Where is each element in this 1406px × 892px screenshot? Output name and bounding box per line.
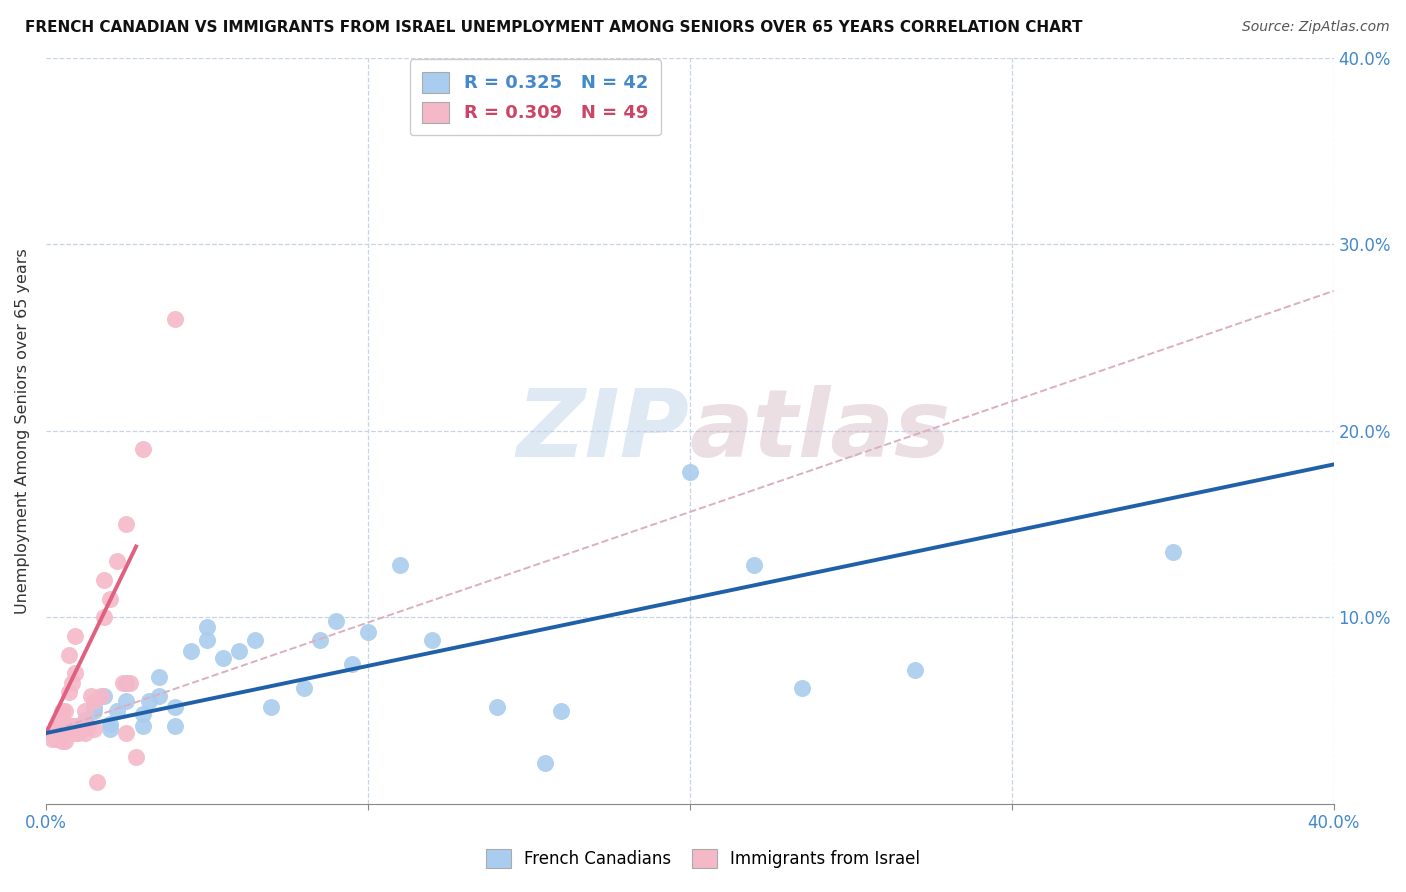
- Point: [148, 689, 170, 703]
- Point: [485, 700, 508, 714]
- Point: [51, 723, 73, 737]
- Text: ZIP: ZIP: [517, 384, 690, 477]
- Point: [73, 704, 96, 718]
- Point: [98, 591, 121, 606]
- Point: [58, 718, 80, 732]
- Point: [58, 685, 80, 699]
- Legend: R = 0.325   N = 42, R = 0.309   N = 49: R = 0.325 N = 42, R = 0.309 N = 49: [409, 59, 661, 136]
- Point: [41, 726, 63, 740]
- Point: [679, 465, 702, 479]
- Point: [148, 670, 170, 684]
- Point: [742, 558, 765, 573]
- Point: [93, 689, 115, 703]
- Point: [53, 733, 76, 747]
- Point: [60, 723, 83, 737]
- Point: [260, 700, 283, 714]
- Point: [420, 632, 443, 647]
- Point: [212, 651, 235, 665]
- Point: [51, 733, 73, 747]
- Point: [98, 723, 121, 737]
- Point: [67, 718, 90, 732]
- Point: [115, 726, 138, 740]
- Point: [325, 614, 347, 628]
- Point: [63, 726, 86, 740]
- Point: [115, 517, 138, 532]
- Point: [180, 644, 202, 658]
- Point: [48, 718, 70, 732]
- Point: [67, 726, 90, 740]
- Point: [58, 726, 80, 740]
- Point: [45, 718, 67, 732]
- Point: [60, 718, 83, 732]
- Point: [163, 311, 186, 326]
- Point: [357, 625, 380, 640]
- Point: [60, 726, 83, 740]
- Point: [163, 718, 186, 732]
- Point: [41, 731, 63, 746]
- Point: [792, 681, 814, 696]
- Point: [292, 681, 315, 696]
- Point: [53, 704, 76, 718]
- Point: [48, 731, 70, 746]
- Point: [51, 704, 73, 718]
- Point: [80, 689, 103, 703]
- Point: [76, 718, 98, 732]
- Point: [550, 704, 572, 718]
- Point: [45, 731, 67, 746]
- Point: [98, 716, 121, 731]
- Point: [195, 620, 218, 634]
- Point: [73, 713, 96, 727]
- Point: [131, 707, 153, 722]
- Point: [308, 632, 330, 647]
- Point: [86, 774, 108, 789]
- Point: [105, 554, 128, 568]
- Point: [51, 726, 73, 740]
- Point: [112, 675, 135, 690]
- Point: [115, 675, 138, 690]
- Point: [904, 663, 927, 677]
- Point: [118, 675, 141, 690]
- Point: [58, 648, 80, 662]
- Point: [93, 610, 115, 624]
- Point: [1161, 545, 1184, 559]
- Point: [48, 723, 70, 737]
- Point: [245, 632, 267, 647]
- Point: [67, 718, 90, 732]
- Point: [228, 644, 250, 658]
- Point: [63, 718, 86, 732]
- Point: [195, 632, 218, 647]
- Point: [125, 750, 148, 764]
- Point: [51, 713, 73, 727]
- Point: [83, 694, 105, 708]
- Point: [67, 723, 90, 737]
- Point: [83, 704, 105, 718]
- Point: [93, 573, 115, 587]
- Point: [115, 694, 138, 708]
- Point: [131, 718, 153, 732]
- Point: [131, 442, 153, 457]
- Point: [51, 726, 73, 740]
- Point: [534, 756, 557, 770]
- Point: [45, 726, 67, 740]
- Point: [340, 657, 363, 671]
- Point: [60, 675, 83, 690]
- Point: [83, 700, 105, 714]
- Text: atlas: atlas: [690, 384, 950, 477]
- Point: [73, 726, 96, 740]
- Point: [63, 666, 86, 681]
- Point: [48, 726, 70, 740]
- Y-axis label: Unemployment Among Seniors over 65 years: Unemployment Among Seniors over 65 years: [15, 248, 30, 614]
- Point: [163, 700, 186, 714]
- Point: [63, 629, 86, 643]
- Text: Source: ZipAtlas.com: Source: ZipAtlas.com: [1241, 20, 1389, 34]
- Point: [90, 689, 112, 703]
- Point: [389, 558, 412, 573]
- Point: [138, 694, 160, 708]
- Text: FRENCH CANADIAN VS IMMIGRANTS FROM ISRAEL UNEMPLOYMENT AMONG SENIORS OVER 65 YEA: FRENCH CANADIAN VS IMMIGRANTS FROM ISRAE…: [25, 20, 1083, 35]
- Legend: French Canadians, Immigrants from Israel: French Canadians, Immigrants from Israel: [478, 840, 928, 877]
- Point: [83, 723, 105, 737]
- Point: [53, 726, 76, 740]
- Point: [105, 704, 128, 718]
